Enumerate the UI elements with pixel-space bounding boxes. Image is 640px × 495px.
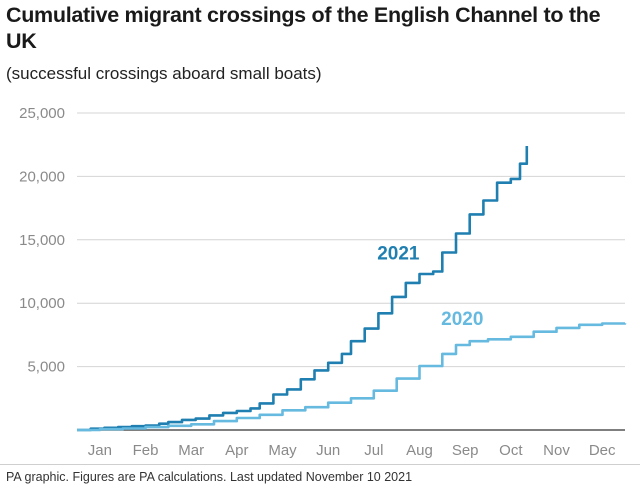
x-tick-label: Jul [364, 442, 383, 459]
x-tick-labels: Jan Feb Mar Apr May Jun Jul Aug Sep Oct Nov Dec [88, 442, 616, 459]
x-tick-label: Nov [543, 442, 570, 459]
series-line-2021 [77, 146, 529, 432]
y-tick-labels: 5,000 10,000 15,000 20,000 25,000 [19, 105, 65, 376]
chart-subtitle: (successful crossings aboard small boats… [6, 64, 322, 83]
x-tick-label: Sep [452, 442, 479, 459]
x-tick-label: Jan [88, 442, 112, 459]
footer-divider [0, 464, 640, 465]
x-tick-label: Mar [178, 442, 204, 459]
y-tick-label: 10,000 [19, 295, 65, 312]
series-label-2020: 2020 [441, 309, 483, 330]
x-tick-label: May [268, 442, 297, 459]
series-labels: 2021 2020 [377, 244, 483, 330]
x-tick-label: Feb [133, 442, 159, 459]
x-tick-label: Jun [316, 442, 340, 459]
series-line-2020 [77, 322, 627, 432]
gridlines [77, 112, 625, 368]
series-label-2021: 2021 [377, 244, 420, 265]
series-lines [77, 146, 627, 432]
y-tick-label: 25,000 [19, 105, 65, 122]
x-tick-label: Aug [406, 442, 433, 459]
x-tick-label: Oct [499, 442, 523, 459]
y-tick-label: 5,000 [27, 359, 65, 376]
chart-title: Cumulative migrant crossings of the Engl… [6, 3, 601, 53]
footer-note: PA graphic. Figures are PA calculations.… [6, 470, 413, 484]
x-tick-label: Dec [589, 442, 616, 459]
x-tick-label: Apr [225, 442, 248, 459]
y-tick-label: 15,000 [19, 232, 65, 249]
y-tick-label: 20,000 [19, 168, 65, 185]
